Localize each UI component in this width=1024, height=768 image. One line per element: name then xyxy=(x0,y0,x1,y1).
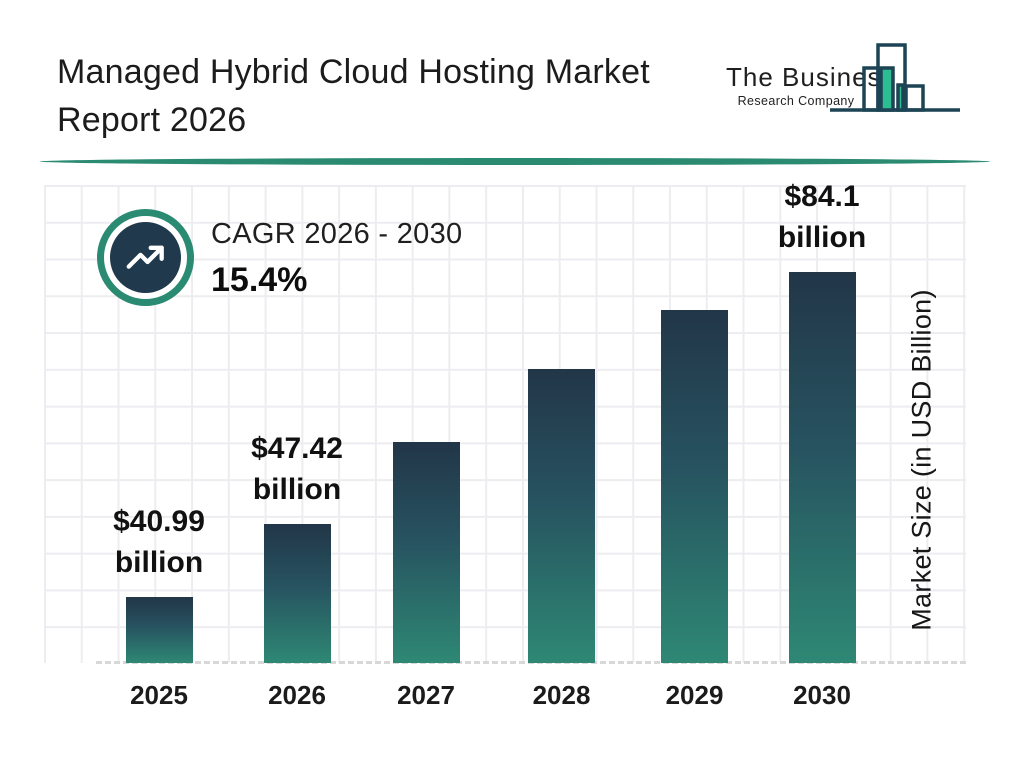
logo-subname: Research Company xyxy=(737,94,855,108)
x-axis-label-2028: 2028 xyxy=(532,680,591,710)
cagr-badge-circle xyxy=(110,222,181,293)
x-axis-label-2027: 2027 xyxy=(397,680,455,710)
x-axis-label-2029: 2029 xyxy=(665,680,724,710)
page-title: Managed Hybrid Cloud Hosting Market Repo… xyxy=(57,53,650,139)
cagr-label: CAGR 2026 - 2030 xyxy=(211,218,463,250)
x-axis-label-2026: 2026 xyxy=(268,680,326,710)
x-axis-label-2030: 2030 xyxy=(793,680,851,710)
cagr-badge xyxy=(97,209,194,306)
cagr-value: 15.4% xyxy=(211,261,308,299)
x-axis-label-2025: 2025 xyxy=(130,680,188,710)
y-axis-label: Market Size (in USD Billion) xyxy=(906,289,937,631)
title-divider xyxy=(40,158,990,165)
logo-bars-icon xyxy=(830,43,960,112)
trending-up-icon xyxy=(126,245,164,269)
x-axis-dashed-line xyxy=(96,661,966,664)
